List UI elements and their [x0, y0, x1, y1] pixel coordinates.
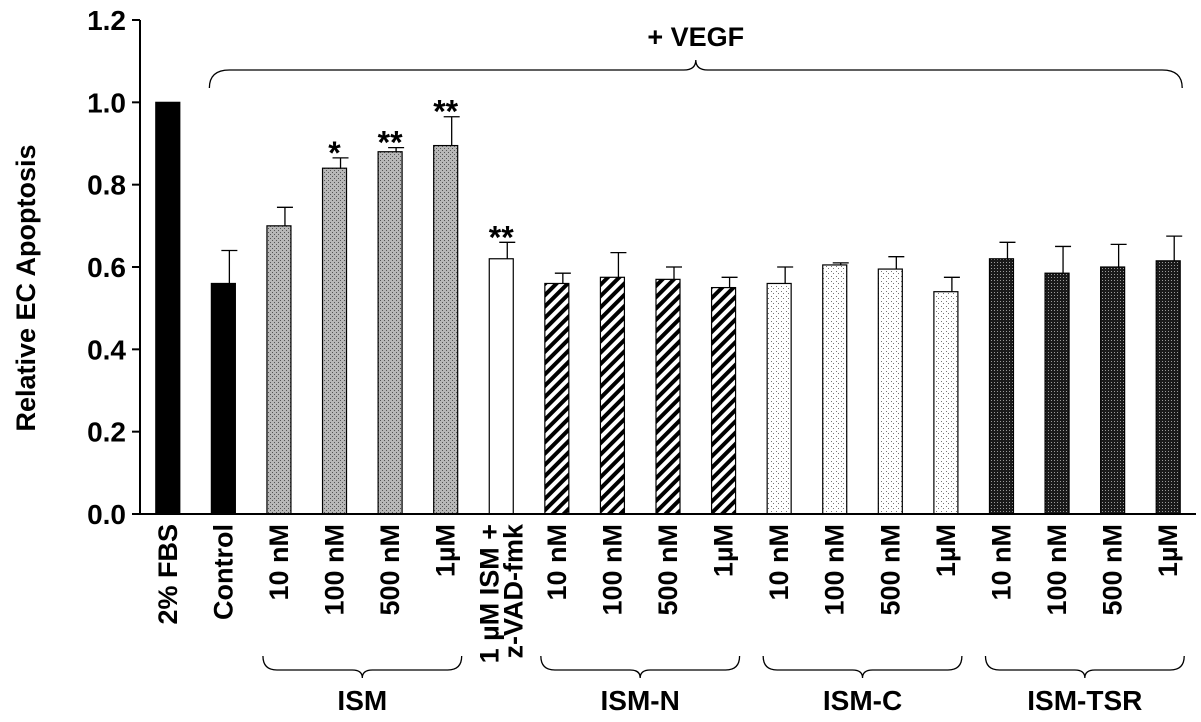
- significance-marker: **: [378, 125, 403, 161]
- bar: [822, 264, 848, 515]
- x-tick-label: 100 nM: [320, 524, 350, 616]
- bar: [988, 258, 1015, 515]
- bar: [377, 151, 403, 515]
- x-tick-label: 10 nM: [542, 524, 572, 601]
- bars: * ******: [155, 94, 1183, 515]
- x-tick-label: 10 nM: [986, 524, 1016, 601]
- x-axis-tick-labels: 2% FBS Control 10 nM 100 nM 500 nM 1µM 1 µM IS…: [153, 523, 1183, 663]
- significance-marker: *: [328, 135, 341, 171]
- bar: [766, 282, 792, 515]
- x-tick-label: 1 µM ISM +z-VAD-fmk: [474, 523, 528, 663]
- group-brackets: ISM ISM-N ISM-C ISM-TSR: [262, 655, 1185, 716]
- bar: [266, 225, 292, 515]
- vegf-annotation: + VEGF: [647, 22, 744, 52]
- x-tick-label: 1µM: [931, 524, 961, 577]
- x-tick-label: 10 nM: [264, 524, 294, 601]
- bar: [1044, 272, 1070, 515]
- x-tick-label: 100 nM: [597, 524, 627, 616]
- bar: [544, 282, 570, 515]
- axes: [139, 20, 1196, 515]
- group-label: ISM-TSR: [1027, 685, 1142, 716]
- bar: [599, 276, 626, 515]
- group-label: ISM: [337, 685, 387, 716]
- significance-marker: **: [489, 219, 514, 255]
- bar: [210, 282, 236, 515]
- x-tick-label: 500 nM: [875, 524, 905, 616]
- bar: [433, 144, 459, 515]
- x-tick-label: 1µM: [1153, 524, 1183, 577]
- x-tick-label: 1µM: [709, 524, 739, 577]
- group-bracket: [984, 655, 1185, 679]
- bar: [710, 286, 737, 515]
- bar: [877, 268, 903, 515]
- group-bracket: [262, 655, 463, 679]
- x-tick-label: 1µM: [431, 524, 461, 577]
- bar: [655, 278, 681, 515]
- x-tick-label: 100 nM: [820, 524, 850, 616]
- bar: [1100, 266, 1126, 515]
- y-tick-label: 1.2: [87, 5, 126, 36]
- vegf-bracket-line: [208, 59, 1183, 89]
- group-label: ISM-N: [601, 685, 680, 716]
- y-tick-label: 0.0: [87, 499, 126, 530]
- y-tick-label: 0.8: [87, 170, 126, 201]
- y-tick-label: 0.2: [87, 417, 126, 448]
- x-tick-label: 100 nM: [1042, 524, 1072, 616]
- x-tick-label: 500 nM: [375, 524, 405, 616]
- bar: [1155, 260, 1181, 515]
- x-tick-label: Control: [208, 524, 238, 620]
- y-tick-label: 1.0: [87, 87, 126, 118]
- y-tick-label: 0.6: [87, 252, 126, 283]
- bar: [155, 101, 181, 515]
- group-bracket: [762, 655, 963, 679]
- y-tick-label: 0.4: [87, 334, 126, 365]
- bar: [933, 291, 959, 515]
- x-tick-label: 2% FBS: [153, 524, 183, 625]
- group-bracket: [540, 655, 741, 679]
- bar: [488, 258, 514, 515]
- y-axis-label: Relative EC Apoptosis: [11, 144, 41, 431]
- group-label: ISM-C: [823, 685, 902, 716]
- x-tick-label: 500 nM: [653, 524, 683, 616]
- y-axis-ticks: 0.0 0.2 0.4 0.6 0.8 1.0 1.2: [87, 5, 140, 530]
- x-tick-label: 10 nM: [764, 524, 794, 601]
- vegf-bracket: + VEGF: [208, 22, 1183, 89]
- significance-marker: **: [433, 94, 458, 130]
- x-tick-label: 500 nM: [1098, 524, 1128, 616]
- bar: [321, 167, 348, 515]
